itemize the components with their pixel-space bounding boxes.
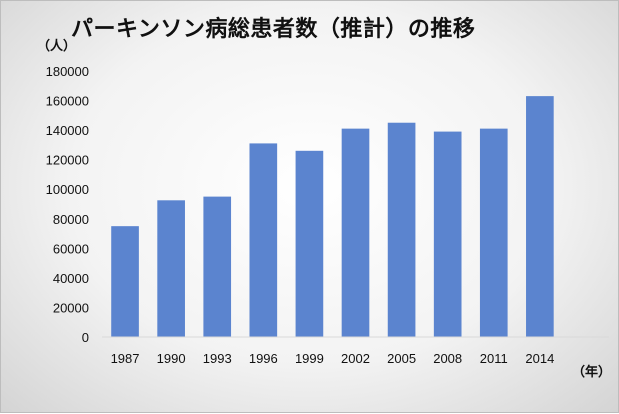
x-tick-label: 1999: [295, 351, 324, 366]
x-tick-label: 2005: [387, 351, 416, 366]
bar-2002: [341, 128, 370, 337]
y-tick-label: 180000: [46, 64, 89, 79]
bar-2008: [433, 131, 462, 337]
bar-1993: [203, 196, 232, 337]
x-axis-unit-label: （年）: [572, 365, 612, 380]
bar-2014: [526, 96, 554, 337]
y-tick-label: 80000: [53, 212, 89, 227]
y-tick-label: 0: [82, 330, 89, 345]
x-tick-label: 2014: [525, 351, 554, 366]
x-tick-label: 2008: [433, 351, 462, 366]
x-tick-label: 1987: [111, 351, 140, 366]
bar-1990: [157, 200, 185, 337]
y-tick-label: 120000: [46, 153, 89, 168]
y-tick-label: 160000: [46, 94, 89, 109]
y-tick-label: 40000: [53, 271, 89, 286]
y-axis-unit-label: （人）: [37, 39, 77, 54]
x-tick-label: 1993: [203, 351, 232, 366]
chart-title: パーキンソン病総患者数（推計）の推移: [71, 17, 476, 42]
bar-2005: [387, 122, 416, 337]
bar-1996: [249, 143, 278, 337]
x-tick-label: 1990: [157, 351, 186, 366]
y-tick-label: 100000: [46, 182, 89, 197]
bar-2011: [479, 128, 508, 337]
x-tick-label: 2002: [341, 351, 370, 366]
y-tick-label: 140000: [46, 123, 89, 138]
bar-1999: [295, 150, 324, 337]
bar-1987: [111, 226, 139, 337]
x-tick-label: 1996: [249, 351, 278, 366]
y-tick-label: 60000: [53, 241, 89, 256]
x-tick-label: 2011: [480, 351, 508, 366]
y-tick-label: 20000: [53, 300, 89, 315]
